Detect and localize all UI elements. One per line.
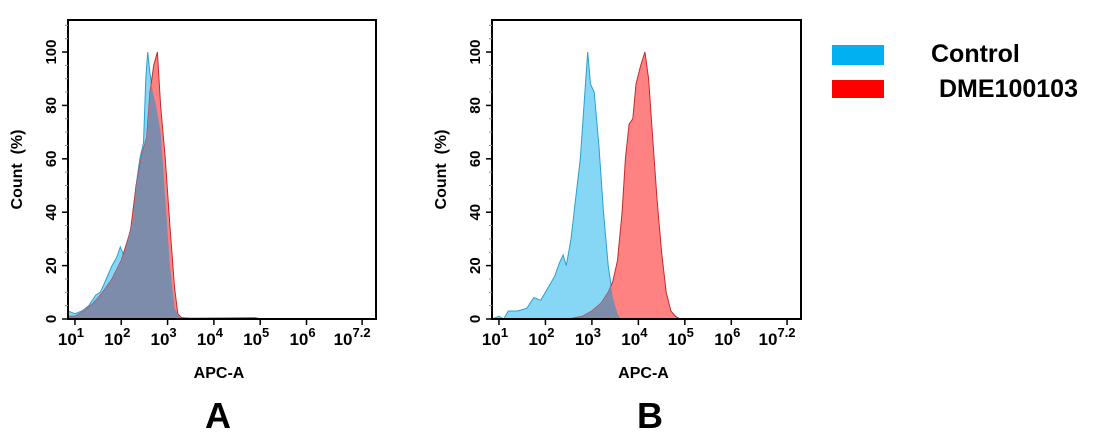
y-tick-label: 100 bbox=[467, 40, 484, 65]
plot-frame bbox=[491, 19, 802, 320]
x-tick-label: 101 bbox=[58, 325, 84, 349]
x-tick-exponent: 3 bbox=[169, 325, 176, 340]
x-tick-label: 106 bbox=[714, 325, 740, 349]
plot-frame bbox=[67, 19, 377, 320]
x-tick-base: 10 bbox=[482, 330, 501, 349]
x-tick-exponent: 6 bbox=[308, 325, 315, 340]
x-tick-label: 101 bbox=[482, 325, 508, 349]
y-tick-label: 60 bbox=[43, 150, 60, 167]
x-tick-label: 102 bbox=[104, 325, 130, 349]
x-tick-label: 102 bbox=[528, 325, 554, 349]
x-tick-base: 10 bbox=[334, 330, 353, 349]
x-tick-label: 107.2 bbox=[759, 325, 796, 349]
legend-label-sample: DME100103 bbox=[939, 75, 1078, 103]
y-tick-label: 20 bbox=[43, 257, 60, 274]
panel-label: B bbox=[637, 395, 663, 436]
x-tick-label: 104 bbox=[197, 325, 224, 349]
y-axis-label: Count (%) bbox=[433, 130, 450, 210]
x-axis-label: APC-A bbox=[618, 365, 669, 382]
histogram-control bbox=[491, 51, 801, 320]
x-tick-label: 107.2 bbox=[334, 325, 371, 349]
y-axis-label: Count (%) bbox=[9, 130, 26, 210]
x-tick-exponent: 2 bbox=[547, 325, 554, 340]
x-tick-exponent: 2 bbox=[123, 325, 130, 340]
y-tick-label: 80 bbox=[43, 97, 60, 114]
x-tick-base: 10 bbox=[714, 330, 733, 349]
x-tick-base: 10 bbox=[759, 330, 778, 349]
y-tick-label: 0 bbox=[467, 315, 484, 323]
y-tick-label: 20 bbox=[467, 257, 484, 274]
legend-label-control: Control bbox=[931, 40, 1020, 68]
panel-label: A bbox=[205, 395, 231, 436]
legend-swatch-control bbox=[832, 45, 884, 65]
x-tick-base: 10 bbox=[104, 330, 123, 349]
x-tick-exponent: 5 bbox=[262, 325, 269, 340]
x-tick-exponent: 4 bbox=[640, 325, 648, 340]
x-tick-exponent: 6 bbox=[733, 325, 740, 340]
y-tick-label: 80 bbox=[467, 97, 484, 114]
x-tick-base: 10 bbox=[668, 330, 687, 349]
x-tick-label: 103 bbox=[575, 325, 601, 349]
y-tick-label: 60 bbox=[467, 150, 484, 167]
x-tick-base: 10 bbox=[621, 330, 640, 349]
histogram-dme100103 bbox=[492, 51, 801, 320]
y-tick-label: 40 bbox=[43, 204, 60, 221]
x-tick-base: 10 bbox=[243, 330, 262, 349]
y-tick-label: 0 bbox=[43, 315, 60, 323]
x-tick-base: 10 bbox=[151, 330, 170, 349]
legend: Control DME100103 bbox=[832, 40, 1078, 103]
y-tick-label: 100 bbox=[43, 40, 60, 65]
x-tick-base: 10 bbox=[528, 330, 547, 349]
x-tick-exponent: 7.2 bbox=[777, 325, 795, 340]
x-tick-exponent: 3 bbox=[594, 325, 601, 340]
x-axis-label: APC-A bbox=[194, 365, 245, 382]
x-tick-label: 105 bbox=[243, 325, 269, 349]
x-tick-label: 106 bbox=[289, 325, 315, 349]
x-tick-base: 10 bbox=[197, 330, 216, 349]
legend-swatch-sample bbox=[832, 80, 884, 98]
x-tick-label: 103 bbox=[151, 325, 177, 349]
x-tick-base: 10 bbox=[58, 330, 77, 349]
x-tick-exponent: 5 bbox=[687, 325, 694, 340]
y-tick-label: 40 bbox=[467, 204, 484, 221]
x-tick-exponent: 7.2 bbox=[353, 325, 371, 340]
x-tick-exponent: 4 bbox=[216, 325, 224, 340]
x-tick-exponent: 1 bbox=[77, 325, 84, 340]
x-tick-label: 105 bbox=[668, 325, 694, 349]
x-tick-base: 10 bbox=[575, 330, 594, 349]
histogram-overlap bbox=[68, 83, 376, 319]
x-tick-base: 10 bbox=[289, 330, 308, 349]
x-tick-exponent: 1 bbox=[501, 325, 508, 340]
x-tick-label: 104 bbox=[621, 325, 648, 349]
